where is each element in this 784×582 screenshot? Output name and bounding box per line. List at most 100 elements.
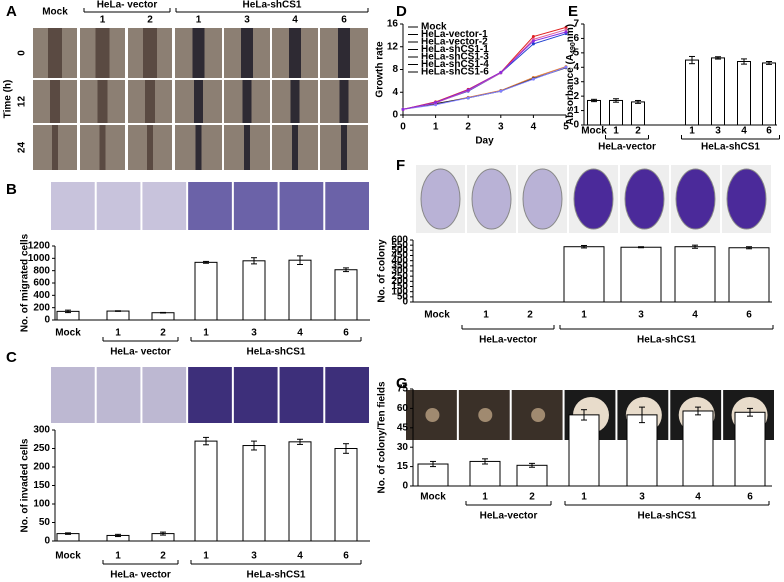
bar: [674, 246, 716, 303]
legend-label: HeLa-shCS1-1: [421, 44, 489, 55]
group-label: HeLa-shCS1: [701, 142, 760, 153]
y-tick-label: 1: [573, 105, 579, 116]
y-tick-label: 350: [391, 260, 408, 271]
y-tick-label: 500: [391, 245, 408, 256]
point: [531, 77, 535, 81]
bar: [626, 414, 658, 487]
y-tick-label: 4: [573, 62, 579, 73]
plate: [420, 168, 461, 230]
point: [564, 28, 568, 32]
point: [531, 42, 535, 46]
bar: [685, 59, 699, 126]
column-label: 2: [147, 15, 153, 26]
bar: [762, 62, 776, 126]
wound-gap: [192, 28, 205, 78]
legend-label: HeLa-shCS1-3: [421, 52, 489, 63]
x-tick-label: 1: [613, 126, 619, 137]
x-tick-label: 6: [766, 126, 772, 137]
point: [466, 88, 470, 92]
x-tick-label: 2: [635, 126, 641, 137]
y-axis-label: No. of colony/Ten fields: [377, 381, 388, 493]
y-axis-label: No. of invaded cells: [20, 438, 31, 532]
point: [564, 25, 568, 29]
bar: [334, 448, 358, 542]
bar: [563, 246, 605, 303]
y-tick-label: 150: [391, 281, 408, 292]
bar: [568, 414, 600, 487]
x-tick-label: 2: [465, 122, 471, 133]
y-tick-label: 300: [391, 266, 408, 277]
y-tick-label: 50: [397, 291, 409, 302]
bar: [516, 464, 548, 487]
group-label: HeLa-shCS1: [243, 0, 302, 11]
y-tick-label: 1200: [28, 241, 51, 252]
wound-gap: [341, 125, 347, 170]
wound-gap: [145, 80, 155, 123]
y-tick-label: 0: [402, 297, 408, 308]
wound-gap: [143, 28, 157, 78]
y-tick-label: 0: [44, 536, 50, 547]
panel-letter: G: [396, 375, 408, 392]
x-tick-label: Mock: [55, 328, 81, 339]
wound-gap: [292, 125, 298, 170]
column-label: 1: [100, 15, 106, 26]
row-label: 0: [17, 50, 28, 56]
wound-gap: [338, 28, 350, 78]
point: [564, 65, 568, 69]
group-label: HeLa- vector: [110, 570, 171, 581]
bar: [194, 261, 218, 321]
group-label: HeLa-shCS1: [637, 335, 696, 346]
plate: [726, 168, 767, 230]
wound-gap: [50, 80, 60, 123]
y-tick-label: 250: [33, 443, 50, 454]
image-tile: [142, 182, 187, 230]
point: [499, 70, 503, 74]
y-tick-label: 7: [573, 19, 579, 30]
row-label: 24: [17, 142, 28, 154]
panel-letter: B: [6, 181, 17, 198]
bar: [106, 310, 130, 321]
y-tick-label: 75: [397, 384, 409, 395]
column-label: 1: [196, 15, 202, 26]
x-tick-label: 3: [498, 122, 504, 133]
y-tick-label: 0: [44, 315, 50, 326]
row-title: Time (h): [3, 80, 14, 119]
bar: [151, 312, 175, 321]
point: [531, 39, 535, 43]
y-tick-label: 50: [39, 517, 51, 528]
wound-gap: [195, 125, 202, 170]
wound-gap: [290, 80, 300, 123]
y-tick-label: 400: [33, 290, 50, 301]
y-tick-label: 4: [392, 87, 398, 98]
wound-gap: [244, 125, 250, 170]
column-label: 6: [341, 15, 347, 26]
x-tick-label: 2: [527, 310, 533, 321]
x-tick-label: 1: [689, 126, 695, 137]
image-tile: [325, 367, 369, 423]
y-tick-label: 550: [391, 240, 408, 251]
y-tick-label: 800: [33, 265, 50, 276]
bar: [631, 101, 645, 126]
y-tick-label: 3: [573, 76, 579, 87]
y-tick-label: 6: [573, 33, 579, 44]
y-tick-label: 150: [33, 480, 50, 491]
image-tile: [96, 367, 141, 423]
x-tick-label: 4: [531, 122, 537, 133]
y-tick-label: 600: [33, 278, 50, 289]
x-tick-label: 3: [638, 310, 644, 321]
point: [564, 30, 568, 34]
y-tick-label: 250: [391, 271, 408, 282]
bar: [242, 445, 266, 542]
image-tile: [233, 182, 278, 230]
x-tick-label: 4: [741, 126, 747, 137]
x-tick-label: 1: [581, 310, 587, 321]
bar: [734, 411, 766, 487]
y-axis-label-part: nm): [565, 24, 576, 42]
x-tick-label: 4: [692, 310, 698, 321]
image-tile: [188, 367, 232, 423]
series-line: [402, 31, 567, 110]
y-tick-label: 15: [397, 461, 409, 472]
bar: [417, 463, 449, 487]
x-tick-label: 3: [251, 551, 257, 562]
y-tick-label: 16: [387, 19, 399, 30]
